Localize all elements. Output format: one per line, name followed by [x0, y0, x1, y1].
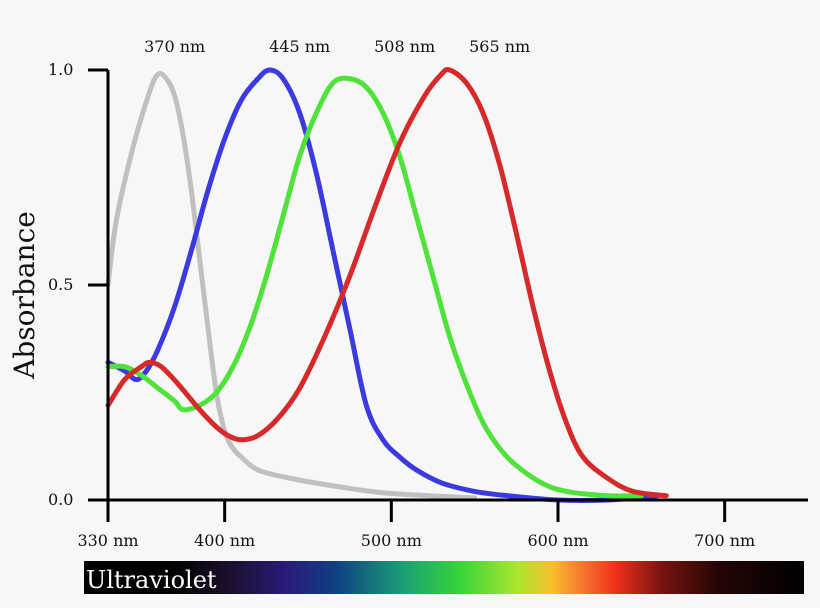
y-axis-title: Absorbance: [8, 211, 41, 380]
x-tick-label-5: 700 nm: [694, 531, 755, 550]
series-line-1: [105, 71, 478, 501]
x-tick-label-2: 400 nm: [194, 531, 255, 550]
x-tick-label-1: 330 nm: [77, 531, 138, 550]
series-line-2: [105, 67, 661, 504]
x-tick-label-3: 500 nm: [361, 531, 422, 550]
peak-label-3: 508 nm: [374, 37, 435, 56]
y-tick-label-3: 1.0: [48, 60, 73, 79]
series-line-4: [105, 66, 669, 499]
spectrum-label: Ultraviolet: [86, 566, 217, 594]
x-tick-label-4: 600 nm: [527, 531, 588, 550]
y-tick-label-1: 0.0: [48, 490, 73, 509]
peak-label-2: 445 nm: [269, 37, 330, 56]
series-line-3: [105, 75, 644, 499]
spectrum-gradient-strip: [84, 561, 804, 594]
axes-layer: [88, 68, 808, 522]
peak-label-1: 370 nm: [144, 37, 205, 56]
spectrum-bar: Ultraviolet: [84, 561, 804, 594]
peak-label-4: 565 nm: [469, 37, 530, 56]
labels-layer: 0.0 0.5 1.0 330 nm 400 nm 500 nm 600 nm 700 nm 3…: [48, 37, 755, 550]
series-layer: [105, 66, 669, 504]
y-tick-label-2: 0.5: [48, 275, 73, 294]
